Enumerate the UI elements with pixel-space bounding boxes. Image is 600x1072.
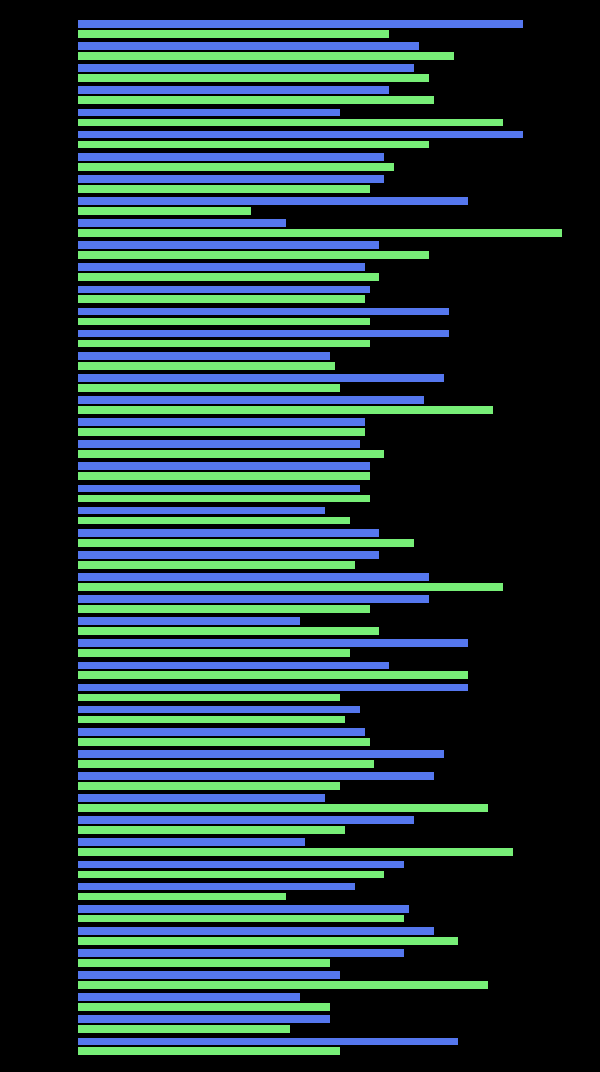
- Bar: [78, 1025, 290, 1033]
- Bar: [78, 163, 394, 170]
- Bar: [78, 716, 345, 724]
- Bar: [78, 20, 523, 28]
- Bar: [78, 330, 449, 338]
- Bar: [78, 627, 379, 635]
- Bar: [78, 441, 359, 448]
- Bar: [78, 462, 370, 471]
- Bar: [78, 285, 370, 294]
- Bar: [78, 1047, 340, 1055]
- Bar: [78, 406, 493, 414]
- Bar: [78, 140, 429, 148]
- Bar: [78, 384, 340, 391]
- Bar: [78, 418, 365, 426]
- Bar: [78, 340, 370, 347]
- Bar: [78, 1015, 330, 1023]
- Bar: [78, 827, 345, 834]
- Bar: [78, 251, 429, 259]
- Bar: [78, 882, 355, 891]
- Bar: [78, 96, 434, 104]
- Bar: [78, 264, 365, 271]
- Bar: [78, 450, 385, 458]
- Bar: [78, 473, 370, 480]
- Bar: [78, 574, 429, 581]
- Bar: [78, 794, 325, 802]
- Bar: [78, 981, 488, 988]
- Bar: [78, 639, 469, 647]
- Bar: [78, 153, 385, 161]
- Bar: [78, 971, 340, 979]
- Bar: [78, 131, 523, 138]
- Bar: [78, 184, 370, 193]
- Bar: [78, 959, 330, 967]
- Bar: [78, 650, 350, 657]
- Bar: [78, 539, 414, 547]
- Bar: [78, 905, 409, 912]
- Bar: [78, 374, 443, 382]
- Bar: [78, 694, 340, 701]
- Bar: [78, 308, 449, 315]
- Bar: [78, 705, 359, 714]
- Bar: [78, 728, 365, 735]
- Bar: [78, 362, 335, 370]
- Bar: [78, 861, 404, 868]
- Bar: [78, 994, 301, 1001]
- Bar: [78, 317, 370, 325]
- Bar: [78, 1038, 458, 1045]
- Bar: [78, 671, 469, 680]
- Bar: [78, 937, 458, 944]
- Bar: [78, 750, 443, 758]
- Bar: [78, 485, 359, 492]
- Bar: [78, 848, 513, 857]
- Bar: [78, 175, 385, 182]
- Bar: [78, 927, 434, 935]
- Bar: [78, 428, 365, 436]
- Bar: [78, 352, 330, 359]
- Bar: [78, 893, 286, 900]
- Bar: [78, 494, 370, 503]
- Bar: [78, 53, 454, 60]
- Bar: [78, 772, 434, 779]
- Bar: [78, 296, 365, 303]
- Bar: [78, 661, 389, 669]
- Bar: [78, 64, 414, 72]
- Bar: [78, 561, 355, 568]
- Bar: [78, 241, 379, 249]
- Bar: [78, 817, 414, 824]
- Bar: [78, 870, 385, 878]
- Bar: [78, 87, 389, 94]
- Bar: [78, 273, 379, 281]
- Bar: [78, 528, 379, 537]
- Bar: [78, 42, 419, 50]
- Bar: [78, 207, 251, 214]
- Bar: [78, 760, 374, 768]
- Bar: [78, 197, 469, 205]
- Bar: [78, 108, 340, 117]
- Bar: [78, 838, 305, 846]
- Bar: [78, 804, 488, 812]
- Bar: [78, 517, 350, 524]
- Bar: [78, 914, 404, 923]
- Bar: [78, 119, 503, 126]
- Bar: [78, 74, 429, 83]
- Bar: [78, 397, 424, 404]
- Bar: [78, 738, 370, 745]
- Bar: [78, 595, 429, 602]
- Bar: [78, 605, 370, 613]
- Bar: [78, 219, 286, 227]
- Bar: [78, 684, 469, 691]
- Bar: [78, 949, 404, 957]
- Bar: [78, 507, 325, 515]
- Bar: [78, 551, 379, 559]
- Bar: [78, 783, 340, 790]
- Bar: [78, 1003, 330, 1011]
- Bar: [78, 617, 301, 625]
- Bar: [78, 229, 562, 237]
- Bar: [78, 30, 389, 38]
- Bar: [78, 583, 503, 591]
